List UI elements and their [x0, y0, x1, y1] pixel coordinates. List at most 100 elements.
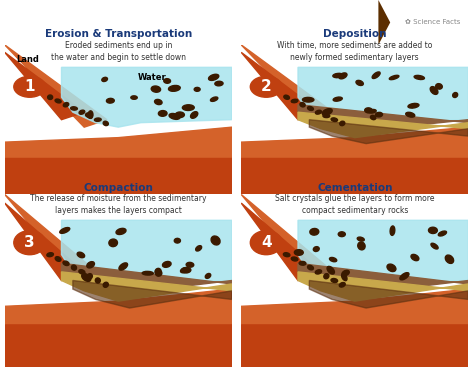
Ellipse shape [453, 92, 458, 98]
Ellipse shape [82, 274, 91, 281]
Ellipse shape [155, 269, 161, 275]
Ellipse shape [313, 247, 319, 251]
Ellipse shape [365, 108, 372, 113]
Polygon shape [61, 220, 232, 289]
Ellipse shape [331, 118, 338, 122]
Polygon shape [61, 67, 232, 127]
Ellipse shape [390, 226, 395, 235]
Ellipse shape [389, 75, 399, 80]
Text: Water: Water [138, 73, 166, 82]
Polygon shape [298, 263, 468, 294]
Ellipse shape [79, 110, 85, 114]
Ellipse shape [411, 254, 419, 261]
Polygon shape [241, 194, 343, 289]
Text: The release of moisture from the sedimentary
layers makes the layers compact: The release of moisture from the sedimen… [30, 194, 207, 215]
Text: Eroded sediments end up in
the water and begin to settle down: Eroded sediments end up in the water and… [51, 41, 186, 62]
Ellipse shape [291, 99, 298, 103]
Text: Deposition: Deposition [323, 29, 386, 39]
Ellipse shape [387, 264, 396, 272]
Polygon shape [241, 127, 468, 157]
Ellipse shape [96, 278, 100, 283]
Ellipse shape [181, 268, 188, 273]
Ellipse shape [87, 262, 95, 268]
Ellipse shape [88, 274, 92, 279]
Ellipse shape [307, 107, 314, 110]
Ellipse shape [95, 118, 101, 121]
Ellipse shape [169, 113, 180, 119]
Ellipse shape [357, 237, 364, 241]
Ellipse shape [431, 243, 438, 249]
Text: 2: 2 [261, 79, 272, 94]
Ellipse shape [333, 73, 343, 78]
Ellipse shape [339, 73, 347, 79]
Polygon shape [5, 194, 107, 289]
Ellipse shape [324, 274, 329, 279]
Ellipse shape [323, 114, 330, 117]
Ellipse shape [211, 236, 220, 245]
Ellipse shape [445, 255, 454, 263]
Ellipse shape [327, 266, 334, 274]
Polygon shape [5, 157, 232, 194]
Ellipse shape [342, 274, 347, 280]
Ellipse shape [60, 227, 70, 233]
Ellipse shape [55, 99, 61, 103]
Text: ✿ Science Facts: ✿ Science Facts [405, 19, 461, 25]
Ellipse shape [155, 99, 162, 105]
Ellipse shape [303, 97, 314, 102]
Ellipse shape [182, 267, 191, 273]
Polygon shape [298, 105, 468, 132]
Ellipse shape [315, 270, 322, 274]
Ellipse shape [174, 238, 180, 243]
Text: How are Sedimentary Rocks Formed: How are Sedimentary Rocks Formed [12, 13, 411, 32]
Ellipse shape [106, 98, 114, 103]
Polygon shape [241, 324, 468, 367]
Polygon shape [5, 52, 84, 120]
Ellipse shape [63, 261, 69, 266]
Ellipse shape [340, 121, 345, 126]
Ellipse shape [102, 77, 107, 82]
Ellipse shape [356, 80, 363, 86]
Ellipse shape [116, 229, 126, 234]
Ellipse shape [342, 270, 349, 276]
Circle shape [250, 231, 282, 255]
Ellipse shape [63, 102, 69, 107]
Polygon shape [241, 45, 343, 127]
Ellipse shape [406, 112, 415, 117]
Ellipse shape [48, 95, 53, 99]
Polygon shape [5, 45, 107, 127]
Polygon shape [309, 120, 468, 144]
Text: 1: 1 [25, 79, 35, 94]
Ellipse shape [183, 105, 194, 110]
Ellipse shape [283, 253, 290, 257]
Ellipse shape [330, 257, 337, 262]
Ellipse shape [331, 279, 338, 282]
Ellipse shape [205, 273, 211, 278]
Polygon shape [5, 203, 84, 280]
Polygon shape [241, 289, 468, 324]
Polygon shape [241, 203, 321, 280]
Ellipse shape [79, 270, 85, 274]
Ellipse shape [299, 261, 306, 265]
Ellipse shape [168, 85, 180, 91]
Ellipse shape [307, 265, 314, 270]
Ellipse shape [376, 112, 383, 117]
Ellipse shape [103, 282, 108, 287]
Ellipse shape [436, 84, 442, 89]
Ellipse shape [339, 282, 345, 287]
Ellipse shape [291, 257, 298, 261]
Ellipse shape [86, 113, 92, 117]
Ellipse shape [215, 81, 223, 86]
Ellipse shape [88, 111, 93, 119]
Ellipse shape [77, 252, 85, 258]
Ellipse shape [209, 74, 219, 80]
Circle shape [14, 76, 45, 97]
Polygon shape [298, 220, 468, 289]
Ellipse shape [164, 79, 171, 83]
Ellipse shape [210, 97, 218, 101]
Ellipse shape [186, 262, 194, 267]
Text: 3: 3 [25, 235, 35, 250]
Ellipse shape [438, 231, 447, 236]
Ellipse shape [294, 250, 303, 255]
Ellipse shape [119, 263, 128, 270]
Ellipse shape [315, 110, 322, 114]
